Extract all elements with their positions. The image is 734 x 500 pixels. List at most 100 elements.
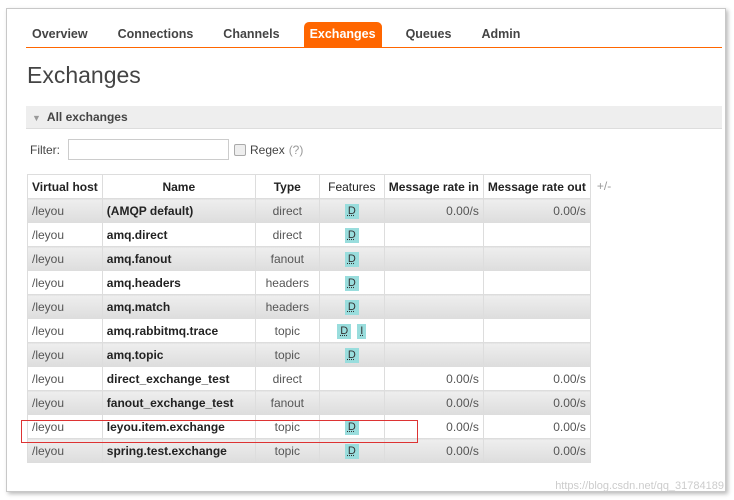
feature-badge-d: D bbox=[344, 275, 359, 291]
exchange-name-link[interactable]: amq.direct bbox=[101, 222, 256, 247]
col-name[interactable]: Name bbox=[101, 174, 256, 199]
rate-in-cell: 0.00/s bbox=[383, 414, 484, 439]
section-title: All exchanges bbox=[46, 110, 128, 124]
table-row: /leyou amq.fanout fanout D bbox=[27, 246, 591, 271]
vhost-cell: /leyou bbox=[27, 390, 103, 415]
rate-in-cell bbox=[383, 318, 484, 343]
filter-input[interactable] bbox=[68, 139, 229, 160]
rate-out-cell bbox=[482, 318, 591, 343]
regex-label: Regex bbox=[250, 142, 285, 157]
rate-out-cell bbox=[482, 294, 591, 319]
vhost-cell: /leyou bbox=[27, 270, 103, 295]
exchanges-table: Virtual host Name Type Features Message … bbox=[27, 174, 591, 463]
feature-badge-d: D bbox=[344, 227, 359, 243]
col-rate-in: Message rate in bbox=[383, 174, 484, 199]
features-cell: D bbox=[318, 198, 385, 223]
vhost-cell: /leyou bbox=[27, 366, 103, 391]
all-exchanges-section-toggle[interactable]: ▼ All exchanges bbox=[26, 106, 722, 129]
type-cell: fanout bbox=[254, 390, 320, 415]
type-cell: topic bbox=[254, 342, 320, 367]
type-cell: topic bbox=[254, 438, 320, 463]
col-virtual-host[interactable]: Virtual host bbox=[27, 174, 103, 199]
exchange-name-link[interactable]: direct_exchange_test bbox=[101, 366, 256, 391]
feature-badge-i: I bbox=[357, 323, 367, 339]
features-cell: D bbox=[318, 342, 385, 367]
table-row: /leyou spring.test.exchange topic D 0.00/s 0.… bbox=[27, 438, 591, 463]
feature-badge-d: D bbox=[344, 251, 359, 267]
type-cell: direct bbox=[254, 366, 320, 391]
exchange-name-link[interactable]: amq.headers bbox=[101, 270, 256, 295]
type-cell: direct bbox=[254, 222, 320, 247]
rate-out-cell bbox=[482, 270, 591, 295]
regex-help-link[interactable]: (?) bbox=[288, 142, 304, 157]
exchange-name-link[interactable]: fanout_exchange_test bbox=[101, 390, 256, 415]
rate-in-cell: 0.00/s bbox=[383, 198, 484, 223]
exchange-name-link[interactable]: amq.fanout bbox=[101, 246, 256, 271]
rate-in-cell bbox=[383, 294, 484, 319]
feature-badge-d: D bbox=[344, 347, 359, 363]
tab-connections[interactable]: Connections bbox=[117, 27, 194, 41]
features-cell: D bbox=[318, 294, 385, 319]
tab-admin[interactable]: Admin bbox=[481, 27, 521, 41]
table-area: Virtual host Name Type Features Message … bbox=[27, 174, 611, 463]
filter-label: Filter: bbox=[30, 142, 60, 157]
rate-in-cell: 0.00/s bbox=[383, 366, 484, 391]
table-row: /leyou fanout_exchange_test fanout 0.00/s 0.… bbox=[27, 390, 591, 415]
column-toggle[interactable]: +/- bbox=[596, 179, 612, 193]
tab-queues[interactable]: Queues bbox=[405, 27, 452, 41]
rate-out-cell bbox=[482, 342, 591, 367]
features-cell: D bbox=[318, 222, 385, 247]
exchange-name-link[interactable]: (AMQP default) bbox=[101, 198, 256, 223]
feature-badge-d: D bbox=[344, 443, 359, 459]
features-cell: D bbox=[318, 270, 385, 295]
tab-exchanges[interactable]: Exchanges bbox=[303, 22, 382, 47]
features-cell bbox=[318, 390, 385, 415]
vhost-cell: /leyou bbox=[27, 318, 103, 343]
exchange-name-link[interactable]: amq.match bbox=[101, 294, 256, 319]
rate-out-cell bbox=[482, 222, 591, 247]
rate-out-cell bbox=[482, 246, 591, 271]
rate-out-cell: 0.00/s bbox=[482, 366, 591, 391]
col-rate-out: Message rate out bbox=[482, 174, 591, 199]
feature-badge-d: D bbox=[344, 299, 359, 315]
table-row: /leyou amq.headers headers D bbox=[27, 270, 591, 295]
rate-out-cell: 0.00/s bbox=[482, 414, 591, 439]
rate-in-cell bbox=[383, 222, 484, 247]
table-row: /leyou leyou.item.exchange topic D 0.00/s 0.0… bbox=[27, 414, 591, 439]
rate-in-cell: 0.00/s bbox=[383, 438, 484, 463]
col-features: Features bbox=[318, 174, 385, 199]
col-type[interactable]: Type bbox=[254, 174, 320, 199]
feature-badge-d: D bbox=[344, 203, 359, 219]
type-cell: fanout bbox=[254, 246, 320, 271]
tab-overview[interactable]: Overview bbox=[32, 27, 88, 41]
rate-out-cell: 0.00/s bbox=[482, 198, 591, 223]
tab-channels[interactable]: Channels bbox=[223, 27, 280, 41]
exchange-name-link[interactable]: amq.topic bbox=[101, 342, 256, 367]
exchange-name-link[interactable]: amq.rabbitmq.trace bbox=[101, 318, 256, 343]
features-cell: D bbox=[318, 438, 385, 463]
table-row: /leyou (AMQP default) direct D 0.00/s 0.00/s bbox=[27, 198, 591, 223]
regex-checkbox[interactable] bbox=[234, 143, 246, 156]
filter-bar: Filter: Regex (?) bbox=[30, 139, 303, 160]
rate-out-cell: 0.00/s bbox=[482, 390, 591, 415]
watermark: https://blog.csdn.net/qq_31784189 bbox=[555, 480, 724, 492]
features-cell: D bbox=[318, 414, 385, 439]
table-row: /leyou amq.topic topic D bbox=[27, 342, 591, 367]
type-cell: headers bbox=[254, 294, 320, 319]
table-row: /leyou amq.rabbitmq.trace topic D I bbox=[27, 318, 591, 343]
main-nav: Overview Connections Channels Exchanges Queu… bbox=[26, 22, 722, 48]
rate-in-cell bbox=[383, 342, 484, 367]
vhost-cell: /leyou bbox=[27, 294, 103, 319]
rate-in-cell: 0.00/s bbox=[383, 390, 484, 415]
vhost-cell: /leyou bbox=[27, 438, 103, 463]
page-title: Exchanges bbox=[27, 62, 141, 88]
vhost-cell: /leyou bbox=[27, 342, 103, 367]
type-cell: direct bbox=[254, 198, 320, 223]
exchange-name-link[interactable]: spring.test.exchange bbox=[101, 438, 256, 463]
type-cell: topic bbox=[254, 414, 320, 439]
vhost-cell: /leyou bbox=[27, 222, 103, 247]
triangle-down-icon: ▼ bbox=[32, 113, 41, 123]
exchange-name-link[interactable]: leyou.item.exchange bbox=[101, 414, 256, 439]
vhost-cell: /leyou bbox=[27, 246, 103, 271]
